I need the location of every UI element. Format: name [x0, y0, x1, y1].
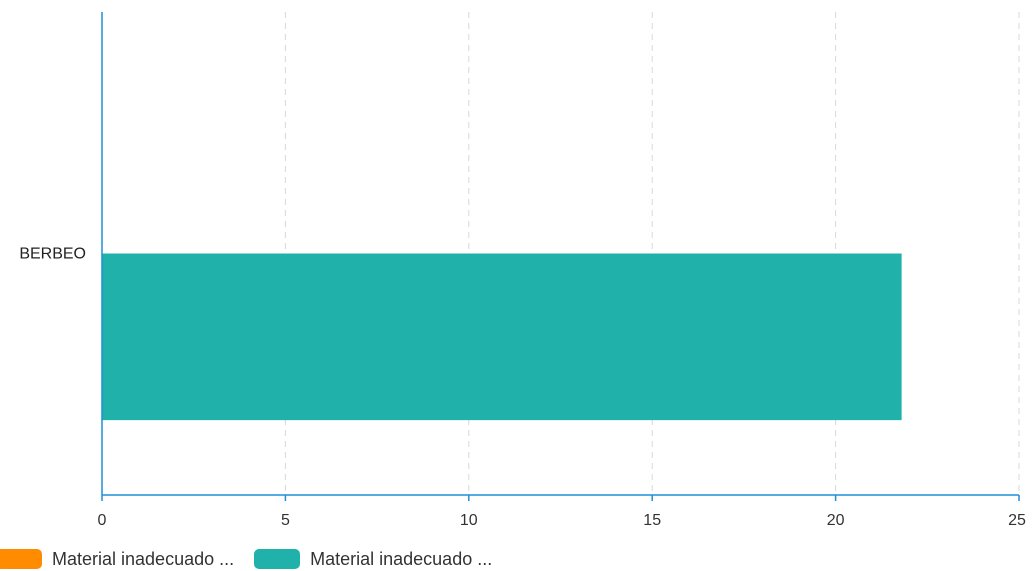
tick-label-10: 10 [460, 512, 478, 529]
tick-label-5: 5 [281, 512, 290, 529]
x-axis-ticks: 0 5 10 15 20 25 [98, 495, 1026, 529]
bar-series-1-0[interactable] [102, 253, 902, 421]
legend-item-teal[interactable]: Material inadecuado ... [254, 549, 492, 570]
legend: Material inadecuado ... Material inadecu… [0, 547, 512, 571]
legend-item-orange[interactable]: Material inadecuado ... [0, 549, 234, 570]
legend-label-teal: Material inadecuado ... [310, 548, 493, 569]
y-axis-categories: BERBEO [19, 246, 86, 263]
bars [102, 253, 902, 421]
axes [101, 12, 1019, 496]
tick-label-0: 0 [98, 512, 107, 529]
legend-label-orange: Material inadecuado ... [52, 548, 235, 569]
legend-swatch-teal [254, 549, 301, 569]
gridlines [284, 12, 1020, 495]
category-label-0: BERBEO [19, 246, 86, 263]
tick-label-20: 20 [827, 512, 845, 529]
tick-label-25: 25 [1008, 512, 1026, 529]
legend-swatch-orange [0, 549, 42, 569]
tick-label-15: 15 [643, 512, 661, 529]
